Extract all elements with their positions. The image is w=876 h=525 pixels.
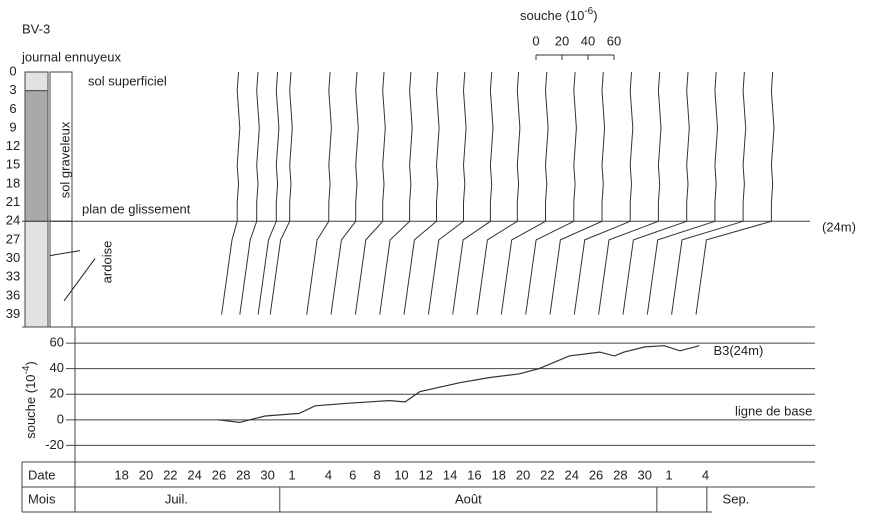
y-tick-label: 60 — [50, 335, 64, 350]
y-axis-title-exp: -4 — [21, 365, 32, 374]
series-label: B3(24m) — [713, 343, 763, 358]
x-tick-label: 1 — [665, 467, 672, 482]
x-tick-label: 28 — [236, 467, 250, 482]
profile-line — [257, 71, 280, 315]
annotation: ligne de base — [735, 403, 812, 418]
scale-title-exp: -6 — [584, 6, 593, 17]
x-tick-label: 14 — [443, 467, 457, 482]
x-tick-label: 16 — [467, 467, 481, 482]
profile-line — [695, 71, 775, 315]
scale-title-text: souche (10 — [520, 8, 584, 23]
x-tick-label: 30 — [260, 467, 274, 482]
x-tick-label: 22 — [163, 467, 177, 482]
month-label: Juil. — [165, 491, 188, 506]
y-tick-label: 36 — [6, 287, 20, 302]
x-tick-label: 20 — [139, 467, 153, 482]
column-title: journal ennuyeux — [21, 49, 122, 64]
profile-line — [646, 71, 719, 315]
scale-tick-label: 40 — [581, 33, 595, 48]
profile-line — [525, 71, 577, 315]
profile-line — [427, 71, 467, 315]
y-tick-label: 39 — [6, 306, 20, 321]
y-tick-label: 21 — [6, 194, 20, 209]
y-axis-title-close: ) — [23, 361, 38, 365]
x-tick-label: 20 — [516, 467, 530, 482]
row-label: Mois — [28, 491, 56, 506]
profile-line — [403, 71, 440, 315]
profile-line — [306, 71, 332, 315]
x-tick-label: 28 — [613, 467, 627, 482]
profile-line — [239, 71, 260, 315]
y-axis-title-text: souche (10 — [23, 374, 38, 438]
chart-title: BV-3 — [22, 21, 50, 36]
y-tick-label: 0 — [9, 63, 16, 78]
y-tick-label: 3 — [9, 82, 16, 97]
x-tick-label: 6 — [349, 467, 356, 482]
slip-marker — [63, 258, 96, 302]
profile-line — [500, 71, 549, 315]
profile-line — [379, 71, 413, 315]
scale-tick-label: 20 — [555, 33, 569, 48]
y-tick-label: 15 — [6, 157, 20, 172]
profile-line — [622, 71, 690, 315]
x-tick-label: 4 — [702, 467, 709, 482]
x-tick-label: 26 — [589, 467, 603, 482]
x-tick-label: 8 — [373, 467, 380, 482]
x-tick-label: 22 — [540, 467, 554, 482]
y-tick-label: 12 — [6, 138, 20, 153]
profile-line — [269, 71, 293, 315]
y-tick-label: -20 — [45, 437, 64, 452]
series-line — [217, 345, 700, 424]
row-label: Date — [28, 467, 55, 482]
y-axis-title: souche (10-4) — [21, 361, 39, 439]
annotation: (24m) — [822, 219, 856, 234]
x-tick-label: 12 — [419, 467, 433, 482]
scale-tick-label: 60 — [607, 33, 621, 48]
y-tick-label: 20 — [50, 386, 64, 401]
y-tick-label: 30 — [6, 250, 20, 265]
x-tick-label: 10 — [394, 467, 408, 482]
y-tick-label: 0 — [57, 411, 64, 426]
scale-title-close: ) — [593, 8, 597, 23]
profile-line — [598, 71, 662, 315]
y-tick-label: 24 — [6, 213, 20, 228]
profile-line — [671, 71, 747, 315]
layer-label: ardoise — [99, 241, 114, 284]
profile-line — [354, 71, 386, 315]
month-label: Août — [455, 491, 482, 506]
profile-line — [221, 71, 241, 315]
x-tick-label: 26 — [212, 467, 226, 482]
y-tick-label: 6 — [9, 101, 16, 116]
profile-line — [330, 71, 359, 315]
x-tick-label: 30 — [637, 467, 651, 482]
scale-tick-label: 0 — [532, 33, 539, 48]
layer-box — [49, 220, 73, 328]
x-tick-label: 24 — [187, 467, 201, 482]
profile-line — [452, 71, 494, 315]
profile-line — [476, 71, 521, 315]
y-tick-label: 33 — [6, 269, 20, 284]
annotation: sol superficiel — [88, 73, 167, 88]
x-tick-label: 18 — [114, 467, 128, 482]
scale-title: souche (10-6) — [520, 6, 598, 24]
layer-label: sol graveleux — [57, 121, 72, 198]
annotation: plan de glissement — [82, 201, 191, 216]
x-tick-label: 1 — [288, 467, 295, 482]
x-tick-label: 4 — [325, 467, 332, 482]
soil-layer — [24, 90, 49, 222]
profile-line — [549, 71, 606, 315]
month-label: Sep. — [723, 491, 750, 506]
y-tick-label: 40 — [50, 360, 64, 375]
x-tick-label: 24 — [564, 467, 578, 482]
slip-marker — [49, 250, 81, 257]
y-tick-label: 27 — [6, 231, 20, 246]
x-tick-label: 18 — [492, 467, 506, 482]
y-tick-label: 18 — [6, 175, 20, 190]
y-tick-label: 9 — [9, 119, 16, 134]
profile-line — [573, 71, 634, 315]
